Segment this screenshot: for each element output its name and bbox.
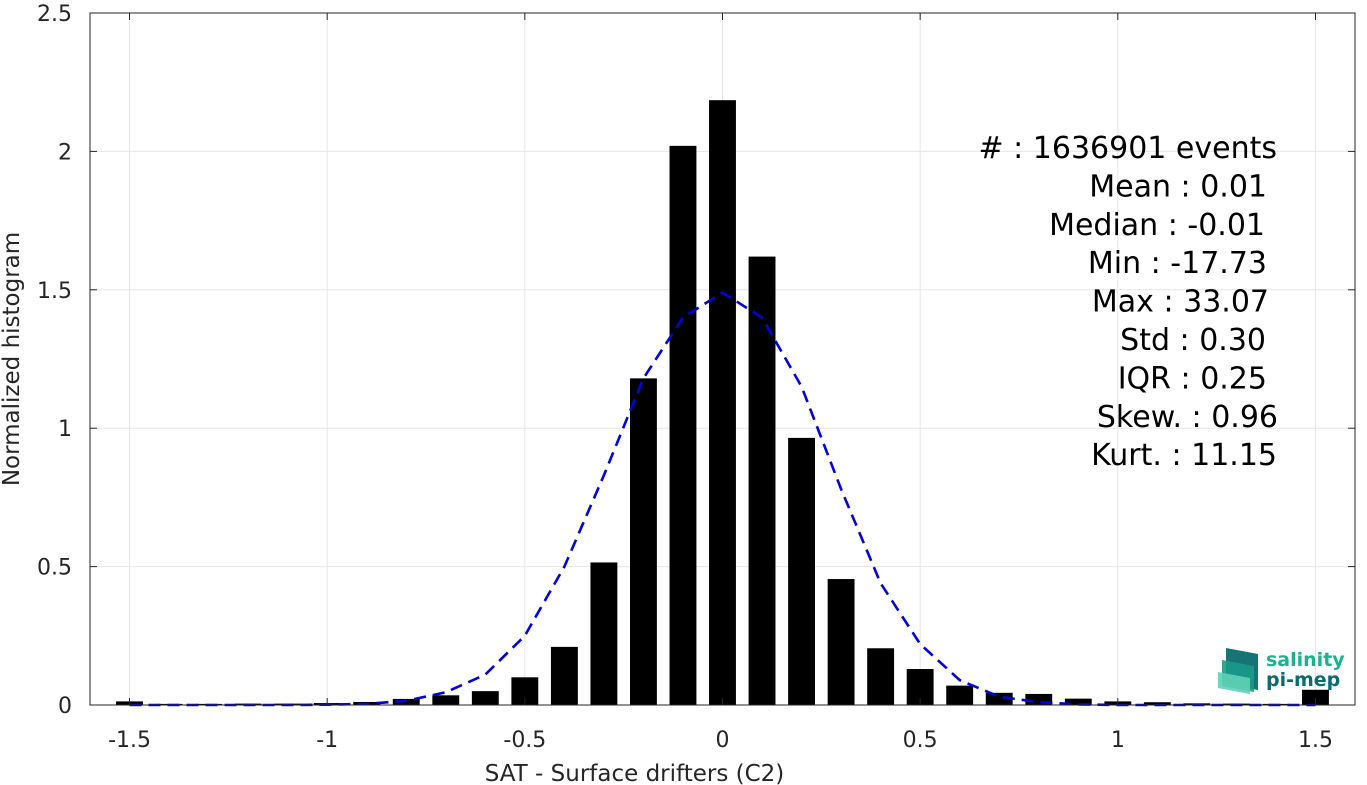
y-axis-ticks: 0 0.5 1 1.5 2 2.5 [37, 2, 1355, 719]
x-tick-label: -0.5 [503, 728, 546, 753]
x-tick-label: 1 [1111, 728, 1125, 753]
histogram-bar [1143, 702, 1171, 705]
histogram-bar [946, 685, 974, 705]
stat-line: Mean : 0.01 [1089, 169, 1267, 204]
y-tick-label: 2 [58, 140, 72, 165]
histogram-bar [669, 145, 697, 705]
x-tick-label: 0 [716, 728, 730, 753]
histogram-bar [985, 692, 1013, 705]
stat-line: IQR : 0.25 [1118, 361, 1267, 396]
histogram-bar [827, 579, 855, 705]
histogram-bar [709, 100, 736, 705]
y-tick-label: 1.5 [37, 279, 72, 304]
x-tick-label: 1.5 [1298, 728, 1333, 753]
x-tick-label: 0.5 [903, 728, 938, 753]
logo-text-pi-mep: pi-mep [1266, 669, 1340, 691]
histogram-bar [748, 256, 776, 705]
histogram-bar [550, 646, 578, 705]
x-tick-label: -1.5 [108, 728, 151, 753]
histogram-bar [432, 695, 460, 705]
y-axis-label: Normalized histogram [0, 232, 25, 486]
logo-waves-icon [1218, 648, 1258, 694]
histogram-bar [590, 562, 618, 705]
logo-text-salinity: salinity [1266, 649, 1345, 671]
histogram-bar [629, 378, 657, 705]
stat-line: Median : -0.01 [1049, 208, 1265, 243]
x-axis-label: SAT - Surface drifters (C2) [485, 761, 785, 785]
y-tick-label: 1 [58, 417, 72, 442]
y-tick-label: 0.5 [37, 556, 72, 581]
stat-line: Skew. : 0.96 [1097, 400, 1278, 435]
stat-line: Std : 0.30 [1120, 323, 1266, 358]
stat-line: Min : -17.73 [1088, 246, 1267, 281]
histogram-bar [471, 691, 499, 705]
stat-line: Max : 33.07 [1092, 285, 1269, 320]
y-tick-label: 0 [58, 694, 72, 719]
histogram-bar [1064, 698, 1092, 705]
histogram-bar [1025, 693, 1053, 705]
histogram-bar [867, 648, 895, 705]
x-axis-ticks: -1.5 -1 -0.5 0 0.5 1 1.5 [108, 13, 1333, 753]
x-tick-label: -1 [316, 728, 338, 753]
stat-line: # : 1636901 events [978, 131, 1277, 166]
histogram-bar [1302, 689, 1329, 705]
histogram-bar [788, 437, 816, 705]
salinity-pi-mep-logo: salinity pi-mep [1218, 648, 1345, 694]
stat-line: Kurt. : 11.15 [1091, 438, 1277, 473]
y-tick-label: 2.5 [37, 2, 72, 27]
